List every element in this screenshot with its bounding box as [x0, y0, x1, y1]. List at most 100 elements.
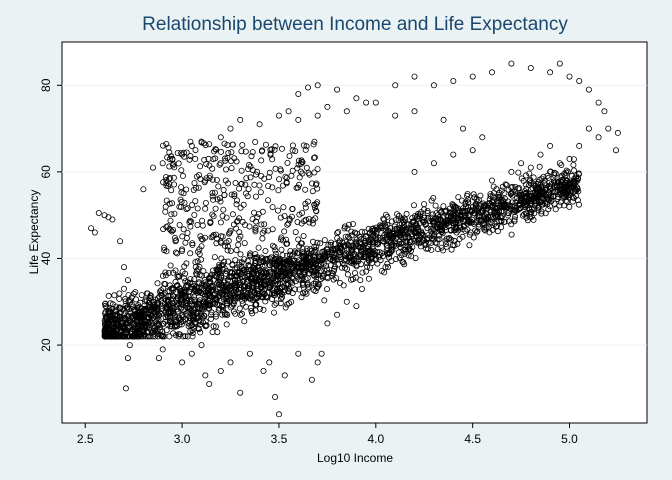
data-point [125, 313, 132, 320]
data-point [200, 298, 207, 305]
data-point [384, 213, 391, 220]
data-point [345, 233, 352, 240]
data-point [116, 290, 123, 297]
data-point [430, 225, 437, 232]
data-point [305, 215, 312, 222]
data-point [360, 243, 367, 250]
data-point [237, 389, 244, 396]
data-point [179, 359, 186, 366]
data-point [524, 202, 531, 209]
data-point [282, 304, 289, 311]
data-point [285, 108, 292, 115]
data-point [166, 200, 173, 207]
data-point [283, 174, 290, 181]
data-point [402, 233, 409, 240]
data-point [395, 231, 402, 238]
data-point [324, 250, 331, 257]
data-point [159, 346, 166, 353]
data-point [494, 205, 501, 212]
data-point [297, 272, 304, 279]
data-point [173, 289, 180, 296]
data-point [271, 146, 278, 153]
data-point [434, 246, 441, 253]
data-point [164, 288, 171, 295]
data-point [308, 376, 315, 383]
data-point [233, 273, 240, 280]
data-point [509, 192, 516, 199]
data-point [535, 207, 542, 214]
data-point [551, 200, 558, 207]
data-point [234, 277, 241, 284]
data-point [178, 301, 185, 308]
data-point [181, 263, 188, 270]
data-point [493, 222, 500, 229]
data-point [341, 242, 348, 249]
data-point [263, 277, 270, 284]
data-point [576, 201, 583, 208]
data-point [475, 223, 482, 230]
data-point [516, 185, 523, 192]
data-point [140, 332, 147, 339]
data-point [198, 243, 205, 250]
data-point [545, 206, 552, 213]
data-point [524, 199, 531, 206]
data-point [187, 223, 194, 230]
data-point [284, 276, 291, 283]
data-point [374, 260, 381, 267]
data-point [374, 241, 381, 248]
data-point [172, 332, 179, 339]
data-point [470, 234, 477, 241]
data-point [217, 134, 224, 141]
data-point [277, 214, 284, 221]
data-point [353, 303, 360, 310]
data-point [109, 305, 116, 312]
data-point [180, 292, 187, 299]
data-point [167, 262, 174, 269]
data-point [424, 245, 431, 252]
data-point [473, 196, 480, 203]
data-point [348, 258, 355, 265]
data-point [539, 191, 546, 198]
data-point [526, 178, 533, 185]
data-point [136, 332, 143, 339]
data-point [333, 245, 340, 252]
data-point [303, 261, 310, 268]
data-point [289, 290, 296, 297]
data-point [124, 277, 131, 284]
data-point [386, 229, 393, 236]
data-point [140, 326, 147, 333]
data-point [155, 300, 162, 307]
data-point [445, 235, 452, 242]
data-point [508, 231, 515, 238]
data-point [440, 116, 447, 123]
data-point [262, 247, 269, 254]
data-point [248, 275, 255, 282]
data-point [164, 310, 171, 317]
data-point [269, 204, 276, 211]
data-point [266, 268, 273, 275]
data-point [378, 250, 385, 257]
data-point [366, 247, 373, 254]
data-point [159, 142, 166, 149]
data-point [302, 259, 309, 266]
data-point [215, 268, 222, 275]
data-point [232, 310, 239, 317]
data-point [311, 154, 318, 161]
y-tick-label: 80 [39, 78, 53, 92]
data-point [544, 198, 551, 205]
data-point [399, 224, 406, 231]
data-point [430, 194, 437, 201]
data-point [187, 328, 194, 335]
data-point [406, 238, 413, 245]
data-point [259, 229, 266, 236]
data-point [317, 276, 324, 283]
data-point [226, 274, 233, 281]
data-point [202, 372, 209, 379]
data-point [309, 188, 316, 195]
data-point [155, 355, 162, 362]
data-point [109, 301, 116, 308]
data-point [184, 281, 191, 288]
data-point [439, 226, 446, 233]
data-point [314, 82, 321, 89]
